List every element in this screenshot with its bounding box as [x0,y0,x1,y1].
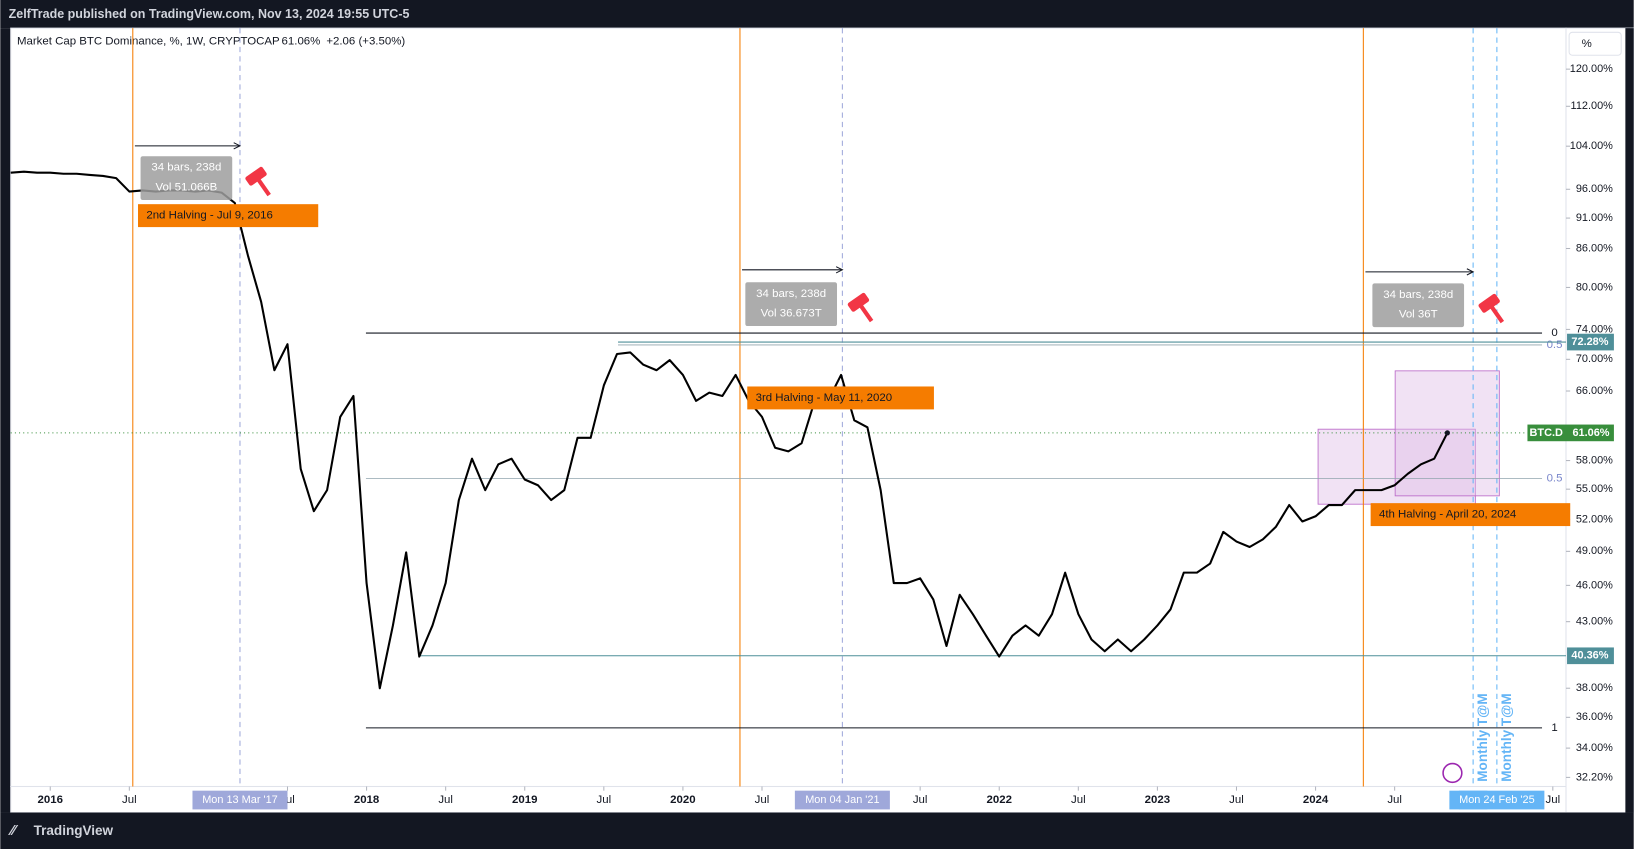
marker-tag [794,790,890,810]
level-label: 40.36% [1571,650,1608,662]
fib-label: 0 [1551,327,1557,339]
x-tick-label: Jul [597,794,612,806]
x-tick-label: Jul [755,794,770,806]
x-tick-label: Jul [1071,794,1086,806]
measure-text: Vol 36.673T [761,308,822,320]
last-price: 61.06% [282,36,321,48]
measure-box [745,282,838,327]
unit-button[interactable] [1568,31,1622,56]
level-tag [1567,647,1614,665]
halving-tag [138,204,319,228]
x-tick-label: Jul [1229,794,1244,806]
marker-label: Mon 04 Jan '21 [805,794,879,806]
top-bar [0,0,1634,29]
y-tick-label: 86.00% [1576,242,1613,254]
x-tick-label: 2022 [987,794,1012,806]
price-change: +2.06 (+3.50%) [326,36,405,48]
brand-logo: ⁄⁄ [8,823,19,839]
y-tick-label: 49.00% [1576,545,1613,557]
x-tick-label: Jul [1546,794,1561,806]
marker-tag [192,790,288,810]
gavel-icon [847,292,874,323]
y-tick-label: 36.00% [1576,711,1613,723]
y-tick-label: 74.00% [1576,323,1613,335]
x-tick-label: 2020 [670,794,695,806]
fib-label: 0.5 [1547,339,1563,351]
y-tick-label: 112.00% [1571,100,1614,112]
y-tick-label: 91.00% [1576,212,1613,224]
y-tick-label: 120.00% [1570,63,1613,75]
halving-tag [747,386,934,410]
gavel-icon [245,166,271,197]
marker-label: Mon 13 Mar '17 [202,794,278,806]
gavel-icon [1478,293,1505,324]
fib-label: 0.5 [1547,473,1563,485]
measure-text: Vol 51.066B [156,182,218,194]
y-tick-label: 38.00% [1576,682,1613,694]
symbol: Market Cap BTC Dominance, %, 1W, CRYPTOC… [17,36,280,48]
x-tick-label: Jul [913,794,928,806]
halving-label: 3rd Halving - May 11, 2020 [756,392,892,404]
y-tick-label: 46.00% [1576,579,1613,591]
halving-label: 4th Halving - April 20, 2024 [1379,509,1517,521]
last-price-name: BTC.D [1530,427,1563,439]
price-axis [1565,27,1634,814]
measure-text: 34 bars, 238d [756,288,826,300]
marker-tag [1449,790,1545,810]
measure-box [1372,283,1465,328]
y-tick-label: 66.00% [1576,385,1613,397]
level-label: 72.28% [1571,336,1608,348]
alert-icon[interactable] [1442,762,1463,784]
measure-head [835,266,844,274]
brand: TradingView [34,823,114,838]
right-edge [1625,28,1634,813]
y-tick-label: 55.00% [1576,483,1613,495]
x-tick-label: 2023 [1145,794,1170,806]
left-edge [0,28,11,813]
fib-label: 1 [1551,722,1557,734]
last-point [1444,430,1450,436]
x-tick-label: 2024 [1303,794,1329,806]
unit-label[interactable]: % [1582,38,1592,50]
projection-box [1317,428,1476,505]
measure-text: 34 bars, 238d [151,162,221,174]
x-tick-label: 2018 [354,794,380,806]
publisher: ZelfTrade published on TradingView.com, … [9,7,410,21]
last-price-label: 61.06% [1572,427,1609,439]
y-tick-label: 32.20% [1576,771,1613,783]
level-tag [1567,333,1614,351]
y-tick-label: 52.00% [1576,513,1613,525]
marker-label: Mon 24 Feb '25 [1459,794,1535,806]
measure-head [1466,268,1475,276]
measure-head [233,142,242,150]
marker-note: Monthly T@M [1475,693,1490,781]
last-price-tag [1527,424,1614,442]
x-tick-label: 2019 [512,794,537,806]
y-tick-label: 96.00% [1576,183,1613,195]
y-tick-label: 34.00% [1576,742,1613,754]
y-tick-label: 104.00% [1570,140,1613,152]
x-tick-label: Jul [122,794,137,806]
bottom-bar [0,812,1634,849]
halving-tag [1370,503,1571,527]
x-tick-label: 2016 [38,794,63,806]
price-line [10,170,1449,690]
y-tick-label: 80.00% [1576,281,1613,293]
x-tick-label: Jul [438,794,453,806]
measure-box [140,156,233,201]
halving-label: 2nd Halving - Jul 9, 2016 [146,210,273,222]
measure-text: 34 bars, 238d [1383,289,1453,301]
x-tick-label: Jul [1387,794,1402,806]
measure-text: Vol 36T [1399,309,1438,321]
marker-note: Monthly T@M [1499,693,1514,781]
y-tick-label: 43.00% [1576,616,1613,628]
y-tick-label: 58.00% [1576,454,1613,466]
y-tick-label: 70.00% [1576,353,1613,365]
